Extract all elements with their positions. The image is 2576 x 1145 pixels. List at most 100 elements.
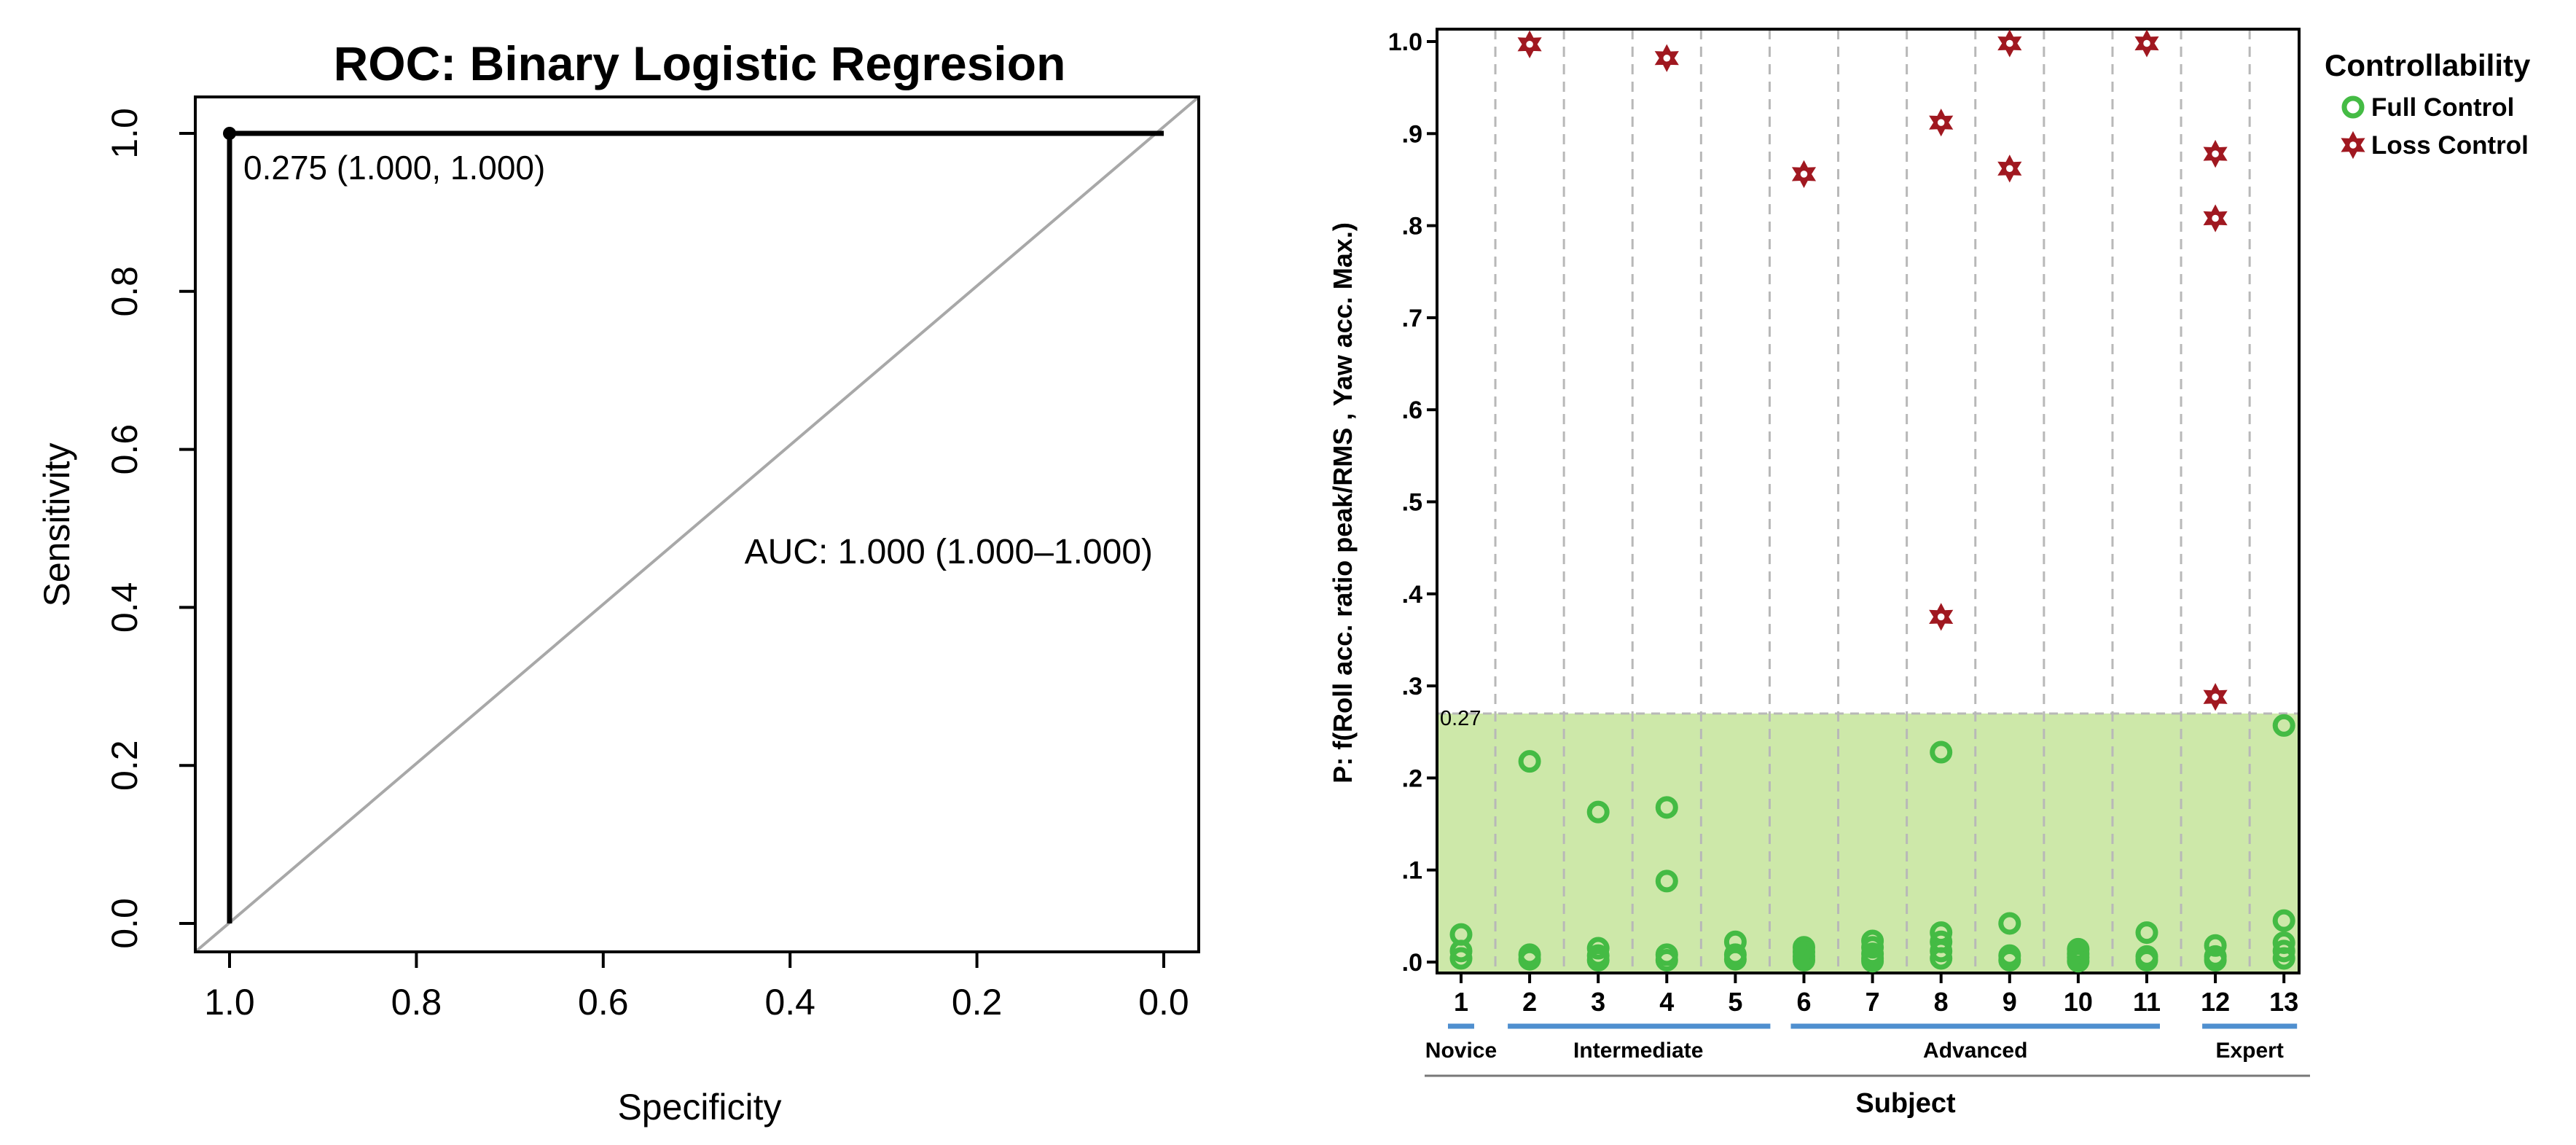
full-control-point <box>2272 939 2295 963</box>
subject-tick-label: 10 <box>2064 987 2093 1017</box>
loss-control-point <box>2203 683 2228 711</box>
scatter-y-tick-label: .0 <box>1402 949 1422 977</box>
full-control-point <box>1518 750 1541 773</box>
full-control-point <box>1449 939 1473 963</box>
roc-y-axis-label: Sensitivity <box>36 442 77 606</box>
probability-scatter-chart: 0.27.0.1.2.3.4.5.6.7.8.91.01 2 3 4 5 6 7 8 9 10 11… <box>1328 28 2531 1119</box>
scatter-plot-area: 0.27.0.1.2.3.4.5.6.7.8.91.01 2 3 4 5 6 7 8 9 10 11… <box>1388 28 2310 1077</box>
roc-y-tick-label: 0.6 <box>104 424 145 475</box>
full-control-point <box>2067 950 2090 973</box>
loss-control-star-center <box>2212 693 2219 701</box>
roc-plot-frame <box>194 95 1200 953</box>
subject-tick-label: 2 <box>1522 987 1537 1017</box>
roc-x-tick-label: 0.8 <box>391 982 442 1023</box>
loss-control-point <box>1929 108 1954 137</box>
full-control-point <box>2204 934 2227 957</box>
scatter-y-tick-label: .5 <box>1402 489 1422 517</box>
scatter-y-tick-label: .3 <box>1402 673 1422 700</box>
scatter-y-axis-label: P: f(Roll acc. ratio peak/RMS , Yaw acc.… <box>1328 222 1358 783</box>
legend-entry-label: Full Control <box>2371 93 2514 122</box>
threshold-label: 0.27 <box>1440 707 1481 730</box>
subject-tick-label: 5 <box>1728 987 1742 1017</box>
loss-control-star-center <box>1800 171 1808 178</box>
legend-loss-control-marker <box>2341 130 2365 160</box>
subject-tick-label: 1 <box>1454 987 1468 1017</box>
roc-chart: ROC: Binary Logistic Regresion 1.0 0.8 0.6… <box>36 36 1200 1128</box>
roc-best-threshold-point <box>223 127 236 140</box>
loss-control-point <box>1997 155 2022 183</box>
roc-x-tick-label: 1.0 <box>204 982 255 1023</box>
subject-tick-label: 4 <box>1659 987 1674 1017</box>
loss-control-point <box>2134 29 2159 58</box>
full-control-point <box>1655 948 1678 972</box>
legend-full-control-marker <box>2341 95 2365 119</box>
subject-tick-label: 6 <box>1796 987 1811 1017</box>
scatter-y-tick-label: .1 <box>1402 857 1422 885</box>
group-label: Novice <box>1425 1039 1497 1063</box>
full-control-point <box>1930 939 1953 963</box>
scatter-y-tick-label: .6 <box>1402 396 1422 424</box>
roc-chance-diagonal <box>194 95 1200 953</box>
scatter-y-tick-label: .4 <box>1402 581 1422 609</box>
full-control-point <box>2135 921 2158 945</box>
loss-control-star-center <box>2006 165 2013 173</box>
scatter-y-tick-label: 1.0 <box>1388 28 1422 56</box>
full-control-point <box>1998 912 2021 935</box>
subject-tick-label: 12 <box>2201 987 2230 1017</box>
scatter-legend: Controllability Full Control Loss Control <box>2325 48 2531 160</box>
full-control-point <box>1655 796 1678 819</box>
full-control-point <box>2272 947 2295 970</box>
roc-y-tick-label: 0.8 <box>104 266 145 317</box>
legend-entry-label: Loss Control <box>2371 131 2529 160</box>
group-label: Advanced <box>1923 1039 2027 1063</box>
full-control-point <box>1655 870 1678 893</box>
roc-auc-label: AUC: 1.000 (1.000–1.000) <box>745 533 1153 571</box>
loss-control-point <box>2203 204 2228 232</box>
roc-best-threshold-label: 0.275 (1.000, 1.000) <box>243 149 545 187</box>
subject-tick-label: 8 <box>1934 987 1949 1017</box>
full-control-point <box>1793 948 1815 972</box>
loss-control-star-center <box>2349 141 2357 149</box>
roc-x-tick-label: 0.4 <box>764 982 815 1023</box>
loss-control-star-center <box>2212 214 2219 222</box>
loss-control-star-center <box>2006 39 2013 47</box>
loss-control-star-center <box>1663 54 1671 62</box>
full-control-point <box>2204 948 2227 972</box>
full-control-point <box>2135 948 2158 972</box>
scatter-y-tick-label: .2 <box>1402 765 1422 792</box>
full-control-point <box>1930 740 1953 764</box>
subject-tick-label: 3 <box>1591 987 1605 1017</box>
subject-tick-label: 9 <box>2003 987 2017 1017</box>
roc-title: ROC: Binary Logistic Regresion <box>334 36 1066 90</box>
subject-tick-label: 13 <box>2269 987 2298 1017</box>
scatter-y-tick-label: .9 <box>1402 120 1422 148</box>
roc-x-tick-label: 0.0 <box>1138 982 1189 1023</box>
roc-y-tick-label: 1.0 <box>104 108 145 159</box>
roc-y-tick-label: 0.0 <box>104 898 145 949</box>
loss-control-point <box>1929 603 1954 631</box>
roc-x-axis-label: Specificity <box>617 1087 781 1128</box>
full-control-point <box>1518 947 1541 971</box>
roc-y-tick-label: 0.2 <box>104 740 145 791</box>
loss-control-point <box>1517 30 1542 58</box>
loss-control-star-center <box>2212 150 2219 157</box>
subject-tick-label: 11 <box>2133 987 2161 1017</box>
loss-control-point <box>1654 44 1679 72</box>
group-label: Expert <box>2215 1039 2283 1063</box>
scatter-y-tick-label: .7 <box>1402 305 1422 332</box>
loss-control-star-center <box>1526 41 1533 48</box>
legend-title: Controllability <box>2325 48 2531 82</box>
full-control-point <box>1586 937 1610 960</box>
full-control-point <box>1449 947 1473 970</box>
loss-control-point <box>1997 29 2022 58</box>
full-control-point <box>1861 950 1884 973</box>
full-control-point <box>1930 947 1953 970</box>
scatter-x-axis-label: Subject <box>1855 1088 1956 1119</box>
full-control-point <box>1586 800 1610 824</box>
subject-tick-label: 7 <box>1866 987 1880 1017</box>
loss-control-star-center <box>1937 119 1945 126</box>
full-control-point <box>1586 948 1610 972</box>
roc-plot-area: 1.0 0.8 0.6 0.4 0.2 0.0 0.0 0.2 0.4 0.6 0.8 1.0 <box>104 95 1200 1023</box>
loss-control-point <box>1791 160 1817 189</box>
